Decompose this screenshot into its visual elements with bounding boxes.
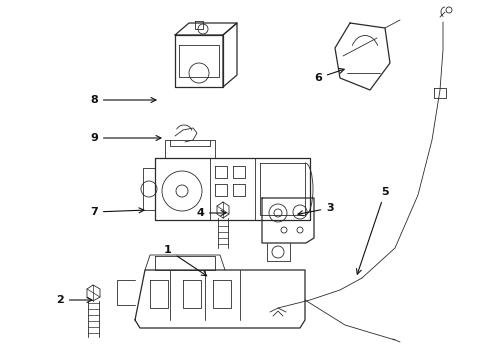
Text: 6: 6	[314, 68, 344, 83]
Text: 3: 3	[298, 203, 334, 216]
Text: 8: 8	[90, 95, 156, 105]
Text: 5: 5	[357, 187, 389, 274]
Text: 1: 1	[164, 245, 207, 276]
Text: 4: 4	[196, 208, 226, 218]
Text: 7: 7	[90, 207, 144, 217]
Text: 9: 9	[90, 133, 161, 143]
Text: 2: 2	[56, 295, 92, 305]
